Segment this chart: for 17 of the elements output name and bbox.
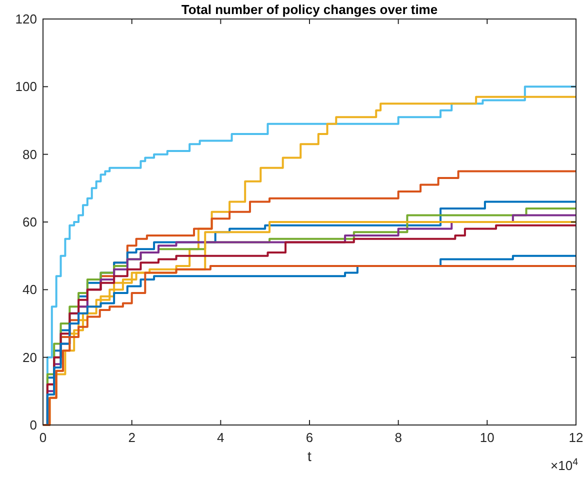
y-tick-label: 80 [22,146,37,162]
y-tick-label: 100 [15,79,37,94]
x-tick-label: 8 [394,430,402,445]
x-axis-title: t [308,448,312,464]
x-tick-label: 0 [39,430,47,445]
y-tick-label: 0 [30,418,37,432]
y-tick-label: 120 [15,12,37,26]
y-tick-label: 60 [22,214,37,230]
x-tick-label: 4 [217,430,224,445]
y-tick-label: 40 [22,282,37,298]
y-tick-label: 20 [22,350,37,365]
x-tick-label: 10 [480,430,494,445]
x-tick-label: 6 [306,430,314,445]
x-tick-label: 2 [128,430,136,445]
x-tick-label: 12 [568,430,584,445]
text: ×10$^{4}$ [550,456,579,473]
chart-title: Total number of policy changes over time [181,2,438,17]
